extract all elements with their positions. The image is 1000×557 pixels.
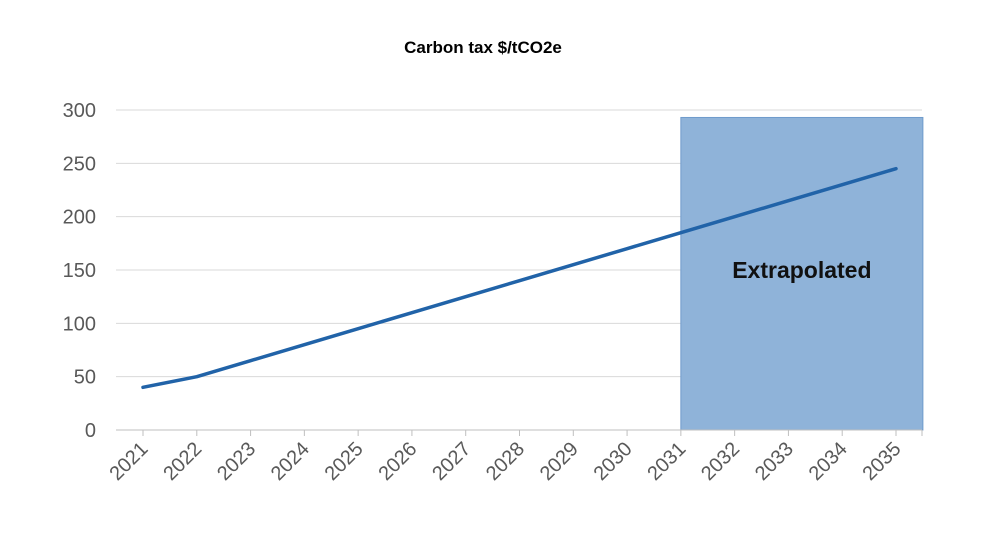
y-tick-label-150: 150 [63,260,96,282]
x-tick-label-2021: 2021 [106,438,153,485]
y-tick-label-100: 100 [63,313,96,335]
x-tick-label-2025: 2025 [321,438,368,485]
y-tick-label-200: 200 [63,207,96,229]
x-tick-label-2034: 2034 [805,438,852,485]
x-tick-labels: 2021 2022 2023 2024 2025 2026 2027 2028 2029 2030… [106,438,906,485]
x-tick-label-2032: 2032 [697,438,744,485]
y-tick-labels: 0 50 100 150 200 250 300 [63,100,96,442]
x-tick-label-2026: 2026 [374,438,421,485]
x-tick-label-2022: 2022 [159,438,206,485]
x-tick-label-2023: 2023 [213,438,260,485]
axes [116,429,923,436]
x-tick-label-2027: 2027 [428,438,475,485]
extrapolated-region [680,116,924,431]
x-tick-label-2033: 2033 [751,438,798,485]
y-tick-label-50: 50 [74,367,96,389]
series-lines [141,166,898,390]
x-tick-label-2035: 2035 [859,438,906,485]
x-tick-label-2028: 2028 [482,438,529,485]
x-tick-label-2031: 2031 [643,438,690,485]
extrapolated-label: Extrapolated [732,257,871,283]
x-tick-label-2024: 2024 [267,438,314,485]
x-tick-label-2029: 2029 [536,438,583,485]
series-line-0 [141,166,898,390]
y-tick-label-300: 300 [63,100,96,122]
y-tick-label-0: 0 [85,420,96,442]
y-tick-label-250: 250 [63,153,96,175]
x-tick-label-2030: 2030 [590,438,637,485]
extrapolated-region-group [680,116,924,431]
chart-title: Carbon tax $/tCO2e [404,38,562,57]
